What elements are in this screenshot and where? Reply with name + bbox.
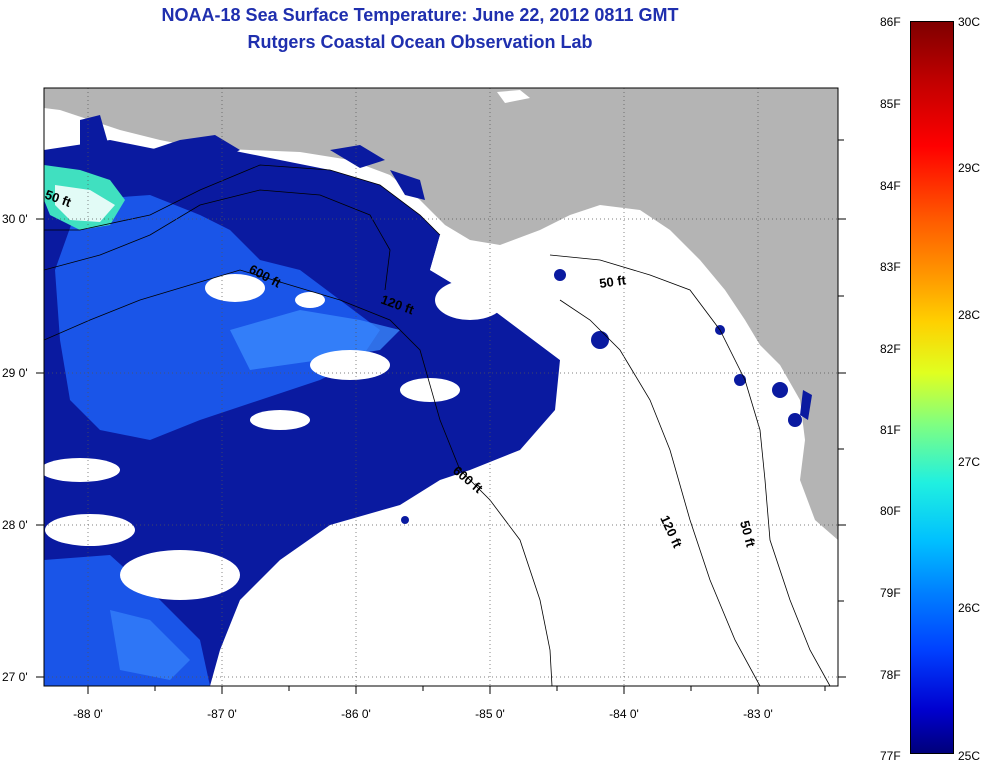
lon-tick-label: -88 0' xyxy=(73,707,103,721)
colorbar-c-label: 27C xyxy=(958,455,981,469)
water-speckle xyxy=(554,269,566,281)
bay xyxy=(150,135,240,160)
colorbar-f-label: 81F xyxy=(880,423,901,437)
warm-water-patch xyxy=(230,310,400,370)
water-speckle xyxy=(591,331,609,349)
cloud-patch xyxy=(400,378,460,402)
cloud-patch xyxy=(45,514,135,546)
colorbar-f-label: 77F xyxy=(880,749,901,763)
warm-water-patch xyxy=(55,185,115,222)
lat-tick-label: 29 0' xyxy=(2,366,28,380)
colorbar-f-label: 83F xyxy=(880,260,901,274)
lat-tick-label: 27 0' xyxy=(2,670,28,684)
cloud-patch xyxy=(250,410,310,430)
contour-label: 50 ft xyxy=(737,519,759,549)
colorbar-f-label: 86F xyxy=(880,15,901,29)
lon-tick-label: -84 0' xyxy=(609,707,639,721)
cloud-patch xyxy=(205,274,265,302)
lon-tick-label: -85 0' xyxy=(475,707,505,721)
tick-marks xyxy=(36,139,846,694)
map-title: NOAA-18 Sea Surface Temperature: June 22… xyxy=(161,5,679,25)
colorbar-f-label: 84F xyxy=(880,179,901,193)
lat-lon-grid xyxy=(44,88,838,686)
contour-label: 50 ft xyxy=(598,272,627,291)
colorbar-c-label: 28C xyxy=(958,308,981,322)
colorbar-f-label: 79F xyxy=(880,586,901,600)
water-speckle xyxy=(772,382,788,398)
lon-tick-label: -86 0' xyxy=(341,707,371,721)
colorbar-c-label: 30C xyxy=(958,15,981,29)
colorbar-c-label: 29C xyxy=(958,161,981,175)
bay xyxy=(800,390,812,420)
bay xyxy=(390,170,425,200)
bay xyxy=(80,115,110,160)
bay xyxy=(330,145,385,168)
water-speckle xyxy=(734,374,746,386)
contour-120ft xyxy=(44,189,761,686)
plot-frame xyxy=(43,87,839,687)
warm-water-patch xyxy=(55,195,380,440)
contour-600ft xyxy=(44,269,553,686)
cloud-patch xyxy=(120,550,240,600)
temperature-colorbar xyxy=(910,21,954,754)
cloud-patch xyxy=(310,350,390,380)
colorbar-f-label: 85F xyxy=(880,97,901,111)
lake xyxy=(497,90,530,103)
cloud-patch xyxy=(44,458,120,482)
colorbar-c-label: 26C xyxy=(958,601,981,615)
no-data-region xyxy=(430,215,838,686)
map-subtitle: Rutgers Coastal Ocean Observation Lab xyxy=(247,32,593,52)
warm-water-patch xyxy=(110,610,190,680)
land-mass xyxy=(44,88,838,540)
map-area: 50 ft 600 ft 120 ft 600 ft 120 ft 50 ft … xyxy=(44,88,838,686)
cloud-patch xyxy=(295,292,325,308)
lat-tick-label: 30 0' xyxy=(2,212,28,226)
colorbar-c-label: 25C xyxy=(958,749,981,763)
colorbar-f-label: 82F xyxy=(880,342,901,356)
bay xyxy=(790,540,818,575)
contour-50ft xyxy=(44,164,831,686)
lon-tick-label: -87 0' xyxy=(207,707,237,721)
water-speckle xyxy=(788,413,802,427)
water-speckle xyxy=(401,516,409,524)
colorbar-f-label: 80F xyxy=(880,504,901,518)
lon-tick-label: -83 0' xyxy=(743,707,773,721)
colorbar-f-label: 78F xyxy=(880,668,901,682)
lat-tick-label: 28 0' xyxy=(2,518,28,532)
